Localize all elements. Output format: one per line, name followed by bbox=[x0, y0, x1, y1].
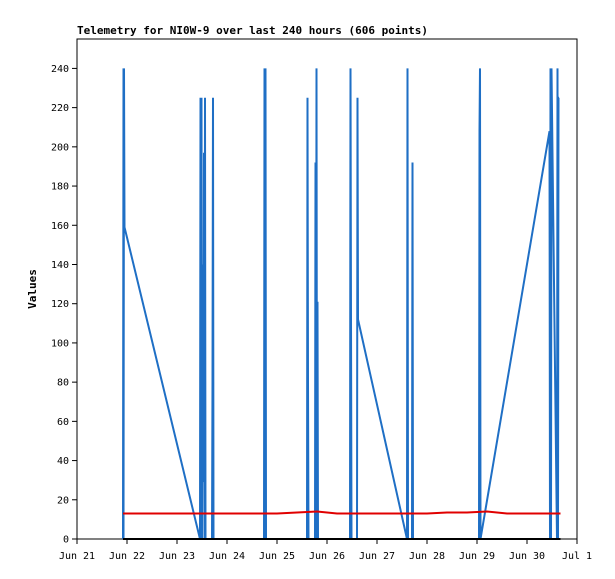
x-tick-label: Jun 26 bbox=[309, 551, 345, 562]
x-tick-label: Jun 25 bbox=[259, 551, 295, 562]
x-tick-label: Jun 23 bbox=[159, 551, 195, 562]
series-line-2 bbox=[123, 510, 561, 515]
y-tick-label: 40 bbox=[57, 456, 69, 467]
y-tick-label: 100 bbox=[51, 338, 69, 349]
x-tick-label: Jun 21 bbox=[59, 551, 95, 562]
series-line-1 bbox=[122, 68, 560, 540]
y-tick-label: 60 bbox=[57, 417, 69, 428]
y-tick-label: 160 bbox=[51, 221, 69, 232]
x-tick-label: Jun 22 bbox=[109, 551, 145, 562]
x-axis: Jun 21 Jun 22 Jun 23 Jun 24 Jun 25 Jun 26 Jun … bbox=[59, 539, 592, 562]
x-tick-label: Jun 30 bbox=[509, 551, 545, 562]
y-tick-label: 0 bbox=[63, 535, 69, 546]
y-tick-label: 200 bbox=[51, 142, 69, 153]
y-axis-label: Values bbox=[26, 269, 39, 309]
y-tick-label: 120 bbox=[51, 299, 69, 310]
plot-area bbox=[76, 38, 578, 540]
y-tick-label: 220 bbox=[51, 103, 69, 114]
series-layer bbox=[122, 68, 561, 540]
x-tick-label: Jun 24 bbox=[209, 551, 245, 562]
y-tick-label: 80 bbox=[57, 378, 69, 389]
x-tick-label: Jul 1 bbox=[562, 551, 592, 562]
x-tick-label: Jun 27 bbox=[359, 551, 395, 562]
x-tick-label: Jun 28 bbox=[409, 551, 445, 562]
y-tick-label: 140 bbox=[51, 260, 69, 271]
plot-frame bbox=[76, 38, 578, 540]
x-tick-label: Jun 29 bbox=[459, 551, 495, 562]
y-tick-label: 20 bbox=[57, 495, 69, 506]
y-tick-label: 240 bbox=[51, 64, 69, 75]
chart-title: Telemetry for NI0W-9 over last 240 hours… bbox=[77, 24, 428, 37]
y-tick-label: 180 bbox=[51, 182, 69, 193]
y-axis: 0 20 40 60 80 100 120 140 160 180 200 220 240 bbox=[51, 64, 77, 546]
